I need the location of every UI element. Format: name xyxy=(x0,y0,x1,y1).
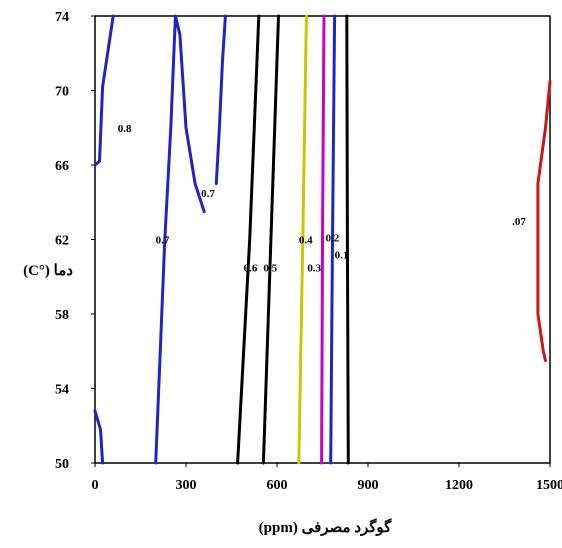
contour-line xyxy=(297,14,308,465)
contour-level-label: 0.6 xyxy=(244,262,258,274)
contour-level-label: 0.1 xyxy=(335,249,349,261)
x-tick-label: 600 xyxy=(267,478,288,493)
contour-line xyxy=(154,14,206,465)
contour-level-label: 0.3 xyxy=(307,262,321,274)
contour-line xyxy=(261,14,280,465)
x-axis-label: گوگرد مصرفی (ppm) xyxy=(259,518,393,536)
contour-line xyxy=(345,14,350,465)
y-tick-label: 50 xyxy=(55,457,69,472)
y-tick-label: 62 xyxy=(55,234,69,249)
contour-line xyxy=(320,14,326,465)
x-tick-label: 1500 xyxy=(536,478,562,493)
x-tick-label: 900 xyxy=(358,478,379,493)
contour-level-label: 0.5 xyxy=(263,262,277,274)
contour-level-label: 0.7 xyxy=(156,235,170,247)
y-axis-label: دما (°C) xyxy=(23,263,73,279)
y-tick-label: 70 xyxy=(55,85,69,100)
contour-line xyxy=(214,14,227,186)
x-axis-ticks: 0 300 600 900 1200 1500 xyxy=(92,463,562,493)
contour-line xyxy=(536,79,552,363)
y-tick-label: 74 xyxy=(55,10,69,25)
contour-level-label: 0.8 xyxy=(118,123,132,135)
y-tick-label: 54 xyxy=(55,383,69,398)
x-tick-label: 1200 xyxy=(445,478,473,493)
contour-line xyxy=(329,14,337,465)
contour-lines xyxy=(93,14,552,465)
y-tick-label: 66 xyxy=(55,159,69,174)
contour-line xyxy=(93,14,115,167)
contour-level-label: 0.7 xyxy=(201,188,215,200)
y-tick-label: 58 xyxy=(55,308,69,323)
x-tick-label: 0 xyxy=(92,478,99,493)
contour-line xyxy=(93,409,105,465)
contour-labels: 0.8 0.7 0.7 0.6 0.5 0.4 0.3 0.2 0.1 .07 xyxy=(118,123,527,275)
contour-level-label: 0.2 xyxy=(326,233,340,245)
contour-line xyxy=(236,14,261,465)
y-axis-ticks: 50 54 58 62 66 70 74 xyxy=(55,10,95,472)
contour-level-label: 0.4 xyxy=(299,235,313,247)
contour-level-label: .07 xyxy=(512,216,526,228)
x-tick-label: 300 xyxy=(176,478,197,493)
